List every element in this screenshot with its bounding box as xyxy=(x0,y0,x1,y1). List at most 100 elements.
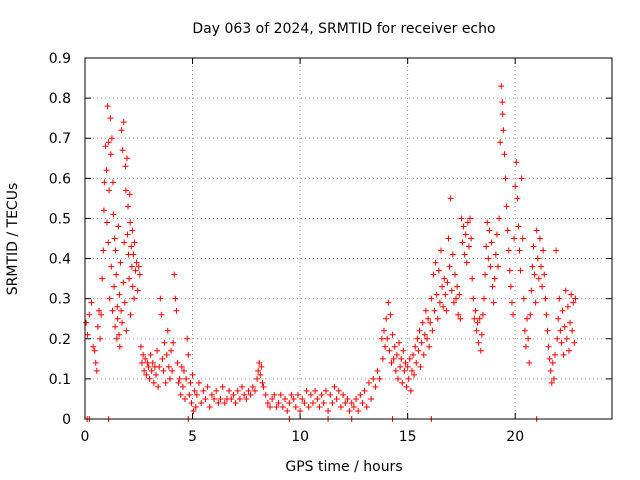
data-point xyxy=(417,363,424,370)
data-point xyxy=(527,311,534,318)
data-point xyxy=(514,195,521,202)
data-point xyxy=(497,139,504,146)
data-point xyxy=(314,395,321,402)
data-point xyxy=(184,335,191,342)
data-point xyxy=(473,327,480,334)
data-point xyxy=(100,247,107,254)
data-point xyxy=(511,235,518,242)
data-point xyxy=(320,399,327,406)
data-point xyxy=(538,263,545,270)
data-point xyxy=(118,307,125,314)
data-point xyxy=(173,307,180,314)
data-point xyxy=(230,391,237,398)
data-point xyxy=(122,187,129,194)
data-point xyxy=(275,399,282,406)
data-point xyxy=(83,319,90,326)
data-point xyxy=(504,227,511,234)
data-point xyxy=(335,387,342,394)
data-point xyxy=(116,343,123,350)
data-point xyxy=(503,203,510,210)
data-point xyxy=(421,331,428,338)
y-tick-label: 0.1 xyxy=(49,372,71,388)
data-point xyxy=(353,395,360,402)
data-point xyxy=(453,295,460,302)
data-point xyxy=(397,363,404,370)
data-point xyxy=(318,391,325,398)
data-point xyxy=(307,391,314,398)
data-point xyxy=(113,335,120,342)
data-point xyxy=(531,271,538,278)
data-point xyxy=(102,143,109,150)
data-point xyxy=(559,307,566,314)
data-point xyxy=(322,387,329,394)
data-point xyxy=(122,163,129,170)
data-point xyxy=(193,391,200,398)
data-point xyxy=(462,231,469,238)
data-point xyxy=(412,343,419,350)
data-point xyxy=(411,371,418,378)
data-point xyxy=(92,359,99,366)
data-point xyxy=(185,351,192,358)
data-point xyxy=(355,407,362,414)
data-point xyxy=(424,335,431,342)
data-point xyxy=(132,267,139,274)
data-point xyxy=(492,251,499,258)
data-point xyxy=(111,283,118,290)
data-point xyxy=(152,371,159,378)
data-point xyxy=(206,403,213,410)
data-point xyxy=(569,327,576,334)
data-point xyxy=(255,367,262,374)
data-point xyxy=(522,343,529,350)
data-point xyxy=(98,311,105,318)
data-point xyxy=(192,403,199,410)
data-point xyxy=(208,391,215,398)
data-point xyxy=(114,315,121,322)
data-point xyxy=(188,399,195,406)
data-point xyxy=(198,399,205,406)
data-point xyxy=(325,407,332,414)
data-point xyxy=(475,339,482,346)
data-point xyxy=(123,327,130,334)
data-point xyxy=(402,359,409,366)
data-point xyxy=(299,395,306,402)
data-point xyxy=(327,391,334,398)
data-point xyxy=(171,271,178,278)
data-point xyxy=(123,155,130,162)
data-point xyxy=(404,363,411,370)
data-point xyxy=(396,339,403,346)
data-point xyxy=(550,375,557,382)
data-point xyxy=(518,175,525,182)
data-point xyxy=(469,275,476,282)
data-point xyxy=(169,367,176,374)
data-point xyxy=(282,395,289,402)
data-point xyxy=(562,287,569,294)
data-point xyxy=(383,315,390,322)
data-point xyxy=(143,371,150,378)
data-point xyxy=(505,247,512,254)
data-point xyxy=(256,359,263,366)
data-point xyxy=(524,315,531,322)
data-point xyxy=(159,355,166,362)
data-point xyxy=(482,271,489,278)
y-tick-label: 0.7 xyxy=(49,131,71,147)
data-point xyxy=(161,339,168,346)
data-point xyxy=(258,363,265,370)
data-point xyxy=(164,327,171,334)
data-point xyxy=(532,299,539,306)
data-point xyxy=(472,307,479,314)
data-point xyxy=(86,311,93,318)
data-point xyxy=(432,259,439,266)
data-point xyxy=(316,403,323,410)
data-point xyxy=(519,235,526,242)
data-point xyxy=(142,355,149,362)
data-point xyxy=(106,187,113,194)
data-point xyxy=(539,283,546,290)
data-point xyxy=(109,179,116,186)
data-point xyxy=(413,359,420,366)
data-point xyxy=(389,331,396,338)
data-point xyxy=(379,355,386,362)
data-point xyxy=(400,347,407,354)
data-point xyxy=(262,391,269,398)
data-point xyxy=(156,363,163,370)
data-point xyxy=(525,335,532,342)
